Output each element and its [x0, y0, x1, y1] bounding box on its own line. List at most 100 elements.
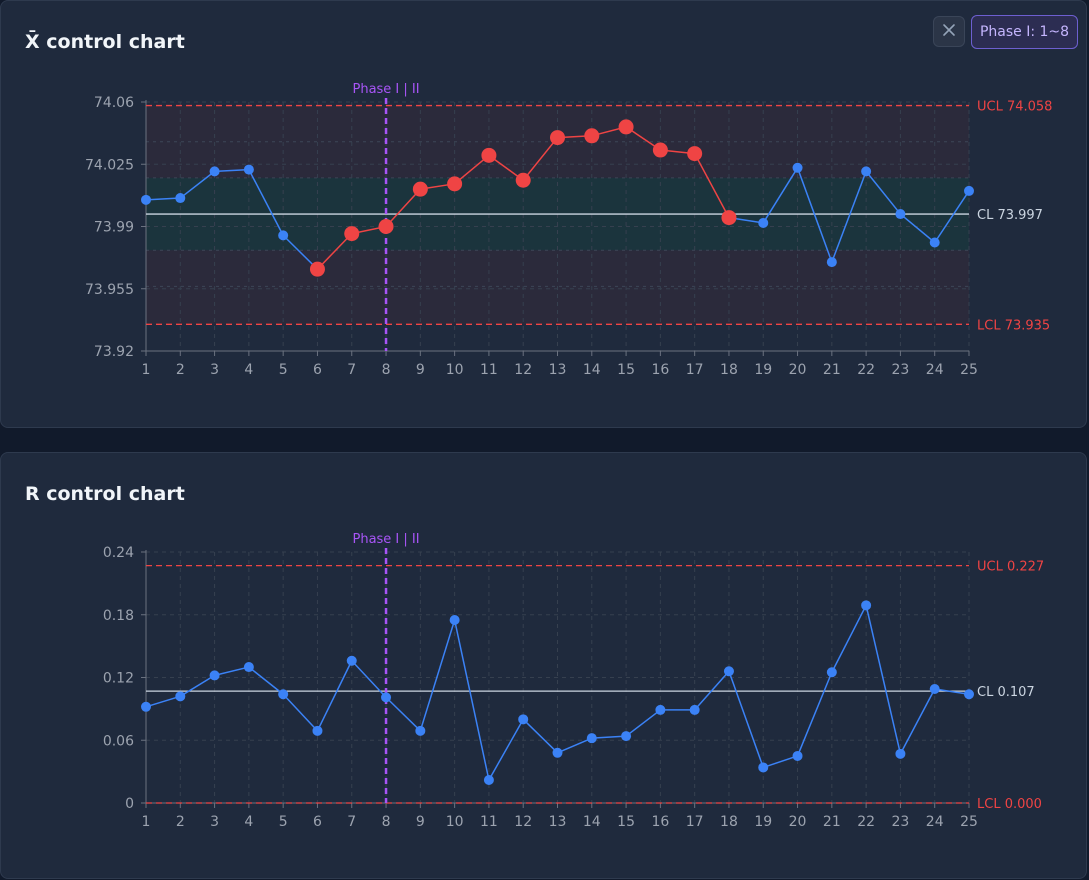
xbar-series-segment [145, 197, 181, 201]
xbar-x-tick-label: 6 [313, 362, 322, 378]
r-series-segment [934, 688, 970, 695]
r-data-point [518, 714, 529, 725]
r-data-point [895, 748, 906, 759]
xbar-data-point [826, 257, 837, 268]
r-x-tick-label: 8 [382, 814, 391, 830]
xbar-series-segment [934, 190, 970, 243]
r-y-tick-label: 0 [125, 796, 134, 812]
xbar-x-tick-label: 19 [754, 362, 772, 378]
xbar-x-tick-label: 23 [892, 362, 910, 378]
xbar-x-tick-label: 14 [583, 362, 601, 378]
close-button[interactable] [933, 16, 965, 47]
xbar-data-point [481, 147, 497, 163]
r-x-tick-label: 11 [480, 814, 498, 830]
xbar-x-tick-label: 2 [176, 362, 185, 378]
r-x-tick-label: 22 [857, 814, 875, 830]
r-series-segment [728, 670, 764, 768]
xbar-data-point [175, 193, 186, 204]
xbar-x-tick-label: 13 [549, 362, 567, 378]
xbar-x-tick-label: 8 [382, 362, 391, 378]
r-series-segment [453, 619, 490, 781]
r-series-segment [591, 735, 627, 739]
r-x-tick-label: 12 [514, 814, 532, 830]
xbar-data-point [309, 261, 325, 277]
r-data-point [621, 731, 632, 742]
xbar-x-tick-label: 11 [480, 362, 498, 378]
r-data-point [655, 704, 666, 715]
xbar-x-tick-label: 18 [720, 362, 738, 378]
r-data-point [346, 655, 357, 666]
xbar-x-tick-label: 21 [823, 362, 841, 378]
r-data-point [723, 666, 734, 677]
r-x-tick-label: 15 [617, 814, 635, 830]
r-data-point [689, 704, 700, 715]
r-x-tick-label: 5 [279, 814, 288, 830]
r-x-tick-label: 23 [892, 814, 910, 830]
r-series-segment [625, 709, 661, 737]
xbar-data-point [515, 172, 531, 188]
r-x-tick-label: 13 [549, 814, 567, 830]
xbar-series-segment [899, 213, 936, 244]
r-x-tick-label: 2 [176, 814, 185, 830]
r-data-point [278, 689, 289, 700]
r-data-point [381, 692, 392, 703]
r-series-segment [694, 670, 730, 711]
xbar-series-segment [385, 188, 421, 228]
xbar-data-point [584, 128, 600, 144]
xbar-x-tick-label: 5 [279, 362, 288, 378]
r-x-tick-label: 20 [789, 814, 807, 830]
r-series-segment [248, 666, 284, 695]
xbar-x-tick-label: 15 [617, 362, 635, 378]
r-series-segment [865, 605, 902, 755]
xbar-y-tick-label: 73.955 [85, 282, 134, 298]
xbar-y-tick-label: 73.92 [94, 344, 134, 360]
xbar-x-tick-label: 16 [651, 362, 669, 378]
xbar-x-tick-label: 7 [347, 362, 356, 378]
r-series-segment [179, 674, 215, 697]
xbar-data-point [618, 119, 634, 135]
r-x-tick-label: 18 [720, 814, 738, 830]
r-series-segment [557, 737, 593, 754]
r-series-segment [214, 666, 250, 677]
r-data-point [792, 750, 803, 761]
r-series-segment [899, 688, 936, 755]
xbar-y-tick-label: 73.99 [94, 220, 134, 236]
xbar-data-point [378, 219, 394, 234]
xbar-series-segment [865, 170, 902, 215]
r-x-tick-label: 14 [583, 814, 601, 830]
r-cl-label: CL 0.107 [977, 685, 1035, 700]
xbar-ucl-label: UCL 74.058 [977, 100, 1052, 115]
xbar-data-point [412, 181, 428, 197]
r-x-tick-label: 9 [416, 814, 425, 830]
xbar-series-segment [694, 153, 730, 218]
xbar-data-point [964, 185, 974, 196]
xbar-data-point [687, 146, 703, 162]
xbar-data-point [550, 130, 565, 146]
r-y-tick-label: 0.06 [103, 733, 134, 749]
xbar-series-segment [179, 170, 216, 199]
xbar-x-tick-label: 12 [514, 362, 532, 378]
r-series-segment [351, 660, 387, 698]
xbar-phase-label: Phase I | II [352, 82, 419, 97]
xbar-series-segment [316, 233, 353, 270]
xbar-data-point [243, 164, 254, 175]
r-data-point [758, 762, 769, 773]
r-data-point [483, 774, 494, 785]
xbar-data-point [929, 237, 940, 248]
r-x-tick-label: 6 [313, 814, 322, 830]
xbar-x-tick-label: 22 [857, 362, 875, 378]
phase-range-button[interactable]: Phase I: 1~8 [971, 15, 1078, 49]
xbar-x-tick-label: 3 [210, 362, 219, 378]
r-data-point [586, 733, 597, 744]
r-x-tick-label: 17 [686, 814, 704, 830]
r-series-segment [316, 660, 353, 732]
xbar-x-tick-label: 10 [446, 362, 464, 378]
xbar-data-point [141, 194, 151, 205]
xbar-data-point [758, 217, 769, 228]
close-icon [942, 22, 956, 41]
xbar-data-point [344, 226, 360, 242]
r-phase-label: Phase I | II [352, 532, 419, 547]
r-x-tick-label: 19 [754, 814, 772, 830]
